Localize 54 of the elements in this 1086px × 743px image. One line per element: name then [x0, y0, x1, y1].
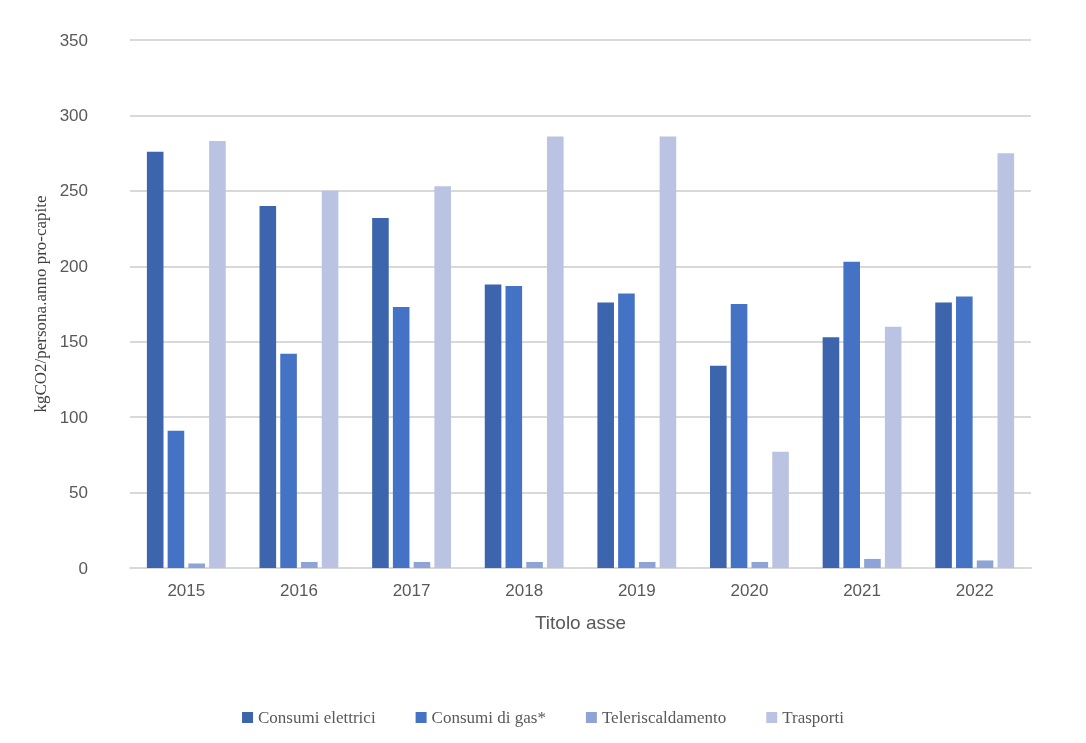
bar [413, 561, 431, 568]
bar [321, 190, 339, 568]
bar [280, 353, 297, 568]
x-tick-label: 2017 [392, 581, 431, 600]
bar [167, 430, 185, 568]
x-axis-title: Titolo asse [534, 612, 627, 633]
bar [772, 451, 789, 568]
bar [638, 561, 656, 568]
bar [730, 304, 748, 568]
bar [618, 293, 635, 568]
bar [484, 284, 502, 568]
bar [976, 560, 994, 568]
bar [884, 326, 902, 568]
bar [597, 302, 614, 568]
bar [259, 205, 277, 568]
bar [864, 558, 881, 568]
bar [997, 153, 1015, 568]
legend-label: Trasporti [782, 708, 845, 727]
bar [526, 561, 543, 568]
bar [188, 563, 205, 568]
legend-label: Teleriscaldamento [601, 708, 727, 727]
x-tick-label: 2015 [167, 581, 206, 600]
y-tick-label: 150 [59, 332, 88, 352]
y-tick-label: 100 [59, 407, 88, 427]
x-tick-label: 2021 [843, 581, 881, 600]
y-tick-label: 300 [59, 105, 88, 125]
bar [209, 141, 226, 568]
y-tick-label: 250 [59, 181, 88, 201]
bar [146, 151, 164, 568]
y-tick-label: 350 [59, 30, 88, 50]
bar [505, 285, 523, 568]
x-tick-label: 2019 [617, 581, 656, 600]
bar [751, 561, 769, 568]
y-tick-label: 50 [69, 483, 88, 503]
x-tick-label: 2022 [955, 581, 994, 600]
y-tick-label: 200 [59, 256, 88, 276]
legend-label: Consumi elettrici [258, 708, 376, 727]
bar [659, 136, 677, 568]
bar [843, 261, 860, 568]
legend-label: Consumi di gas* [431, 708, 546, 727]
x-tick-label: 2018 [505, 581, 544, 600]
y-tick-label: 0 [78, 558, 88, 578]
bar [547, 136, 564, 568]
bar [372, 218, 389, 568]
bar [956, 296, 973, 568]
bar [434, 186, 451, 568]
bar [392, 307, 410, 568]
bar [710, 365, 727, 568]
x-tick-label: 2020 [730, 581, 769, 600]
bar [301, 561, 318, 568]
x-tick-label: 2016 [280, 581, 318, 600]
y-axis-title: kgCO2/persona.anno pro-capite [30, 195, 50, 413]
bar [935, 302, 952, 568]
bar [822, 337, 840, 568]
